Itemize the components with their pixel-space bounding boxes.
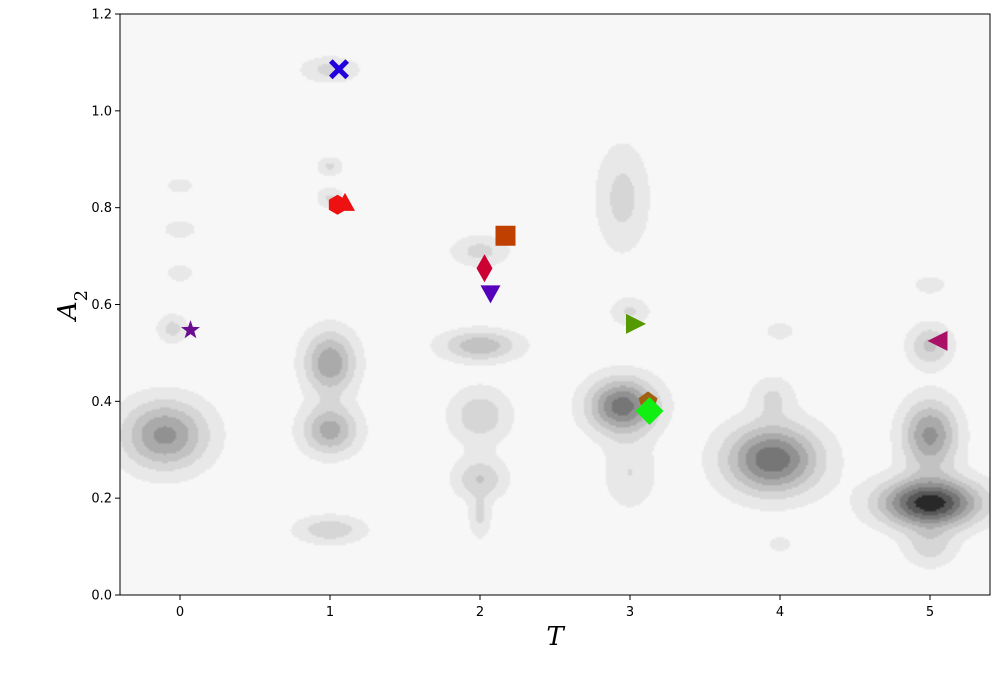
x-tick-label: 4 [776, 605, 784, 620]
marker-star [180, 320, 201, 339]
x-tick-label: 1 [326, 605, 334, 620]
y-tick-label: 0.2 [91, 492, 112, 507]
x-axis-label: T [546, 622, 565, 652]
marker-triangle-down [480, 285, 501, 304]
marker-triangle-right [626, 313, 646, 334]
x-tick-label: 3 [626, 605, 634, 620]
y-tick-label: 1.0 [91, 104, 112, 119]
marker-x [329, 59, 349, 80]
y-tick-label: 0.6 [91, 298, 112, 313]
marker-triangle-up [335, 192, 355, 211]
x-axis-ticks: 0 1 2 3 4 5 [176, 595, 934, 620]
x-tick-label: 0 [176, 605, 184, 620]
x-tick-label: 5 [926, 605, 934, 620]
y-tick-label: 1.2 [91, 8, 112, 23]
y-tick-label: 0.0 [91, 589, 112, 604]
scatter-points [180, 59, 948, 426]
y-axis-label: A2 [53, 290, 92, 322]
y-tick-label: 0.8 [91, 201, 112, 216]
y-tick-label: 0.4 [91, 395, 112, 410]
y-axis-label-main: A [53, 301, 83, 322]
marker-diamond [635, 397, 664, 426]
x-tick-label: 2 [476, 605, 484, 620]
density-contour-background [120, 14, 990, 595]
marker-thin-diamond [476, 254, 493, 283]
marker-triangle-left [927, 330, 948, 351]
marker-square [495, 225, 516, 246]
y-axis-label-subscript: 2 [71, 290, 92, 301]
y-axis-ticks: 0.0 0.2 0.4 0.6 0.8 1.0 1.2 [91, 8, 120, 604]
